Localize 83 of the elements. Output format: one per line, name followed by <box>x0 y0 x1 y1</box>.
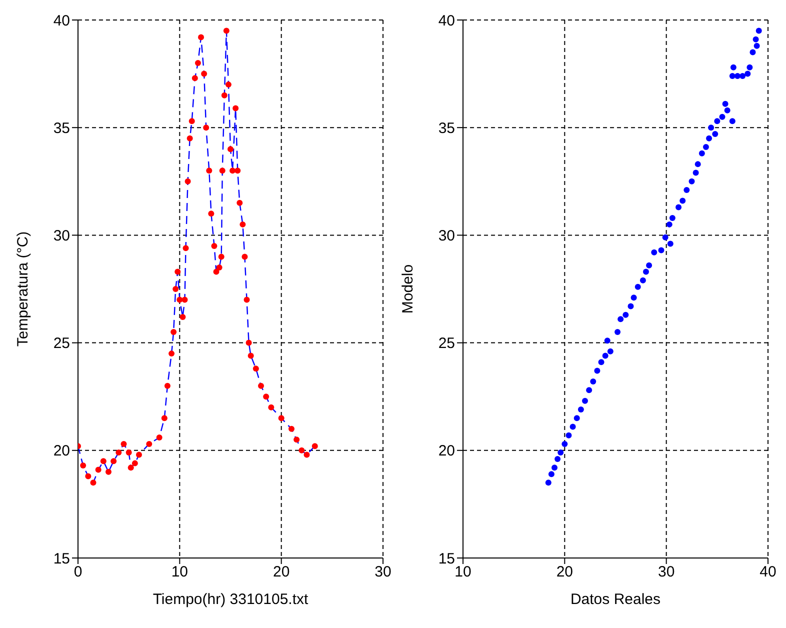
point <box>706 135 712 142</box>
point <box>722 100 728 107</box>
point <box>548 471 554 478</box>
point <box>658 247 664 254</box>
point <box>586 387 592 394</box>
y-tick-label: 35 <box>438 120 455 137</box>
y-tick-label: 20 <box>53 442 70 460</box>
point <box>756 28 762 34</box>
point <box>698 150 705 156</box>
x-tick-label: 10 <box>454 564 472 581</box>
y-tick-label: 15 <box>438 550 455 568</box>
x-tick-label: 20 <box>556 564 574 581</box>
point <box>724 107 730 114</box>
point <box>680 198 686 204</box>
point <box>554 456 561 462</box>
point <box>634 284 641 290</box>
point <box>590 378 596 385</box>
point <box>714 118 720 124</box>
x-axis-title: Datos Reales <box>570 591 661 608</box>
point <box>598 359 604 366</box>
point <box>666 221 672 228</box>
point <box>607 348 614 354</box>
point <box>574 415 580 422</box>
y-tick-label: 30 <box>438 228 455 245</box>
point <box>734 72 740 79</box>
point <box>558 450 564 456</box>
point <box>712 131 718 138</box>
point <box>622 312 629 318</box>
point <box>740 72 746 79</box>
point <box>582 398 588 404</box>
point <box>552 464 558 471</box>
y-tick-label: 35 <box>53 120 70 137</box>
y-tick-label: 40 <box>53 12 70 30</box>
point <box>604 338 610 344</box>
y-tick-label: 25 <box>438 335 455 352</box>
point <box>729 72 736 79</box>
point <box>545 480 552 486</box>
point <box>618 316 624 322</box>
x-tick-label: 10 <box>171 564 188 581</box>
point <box>730 64 736 70</box>
x-tick-label: 30 <box>374 564 392 581</box>
point <box>744 70 751 77</box>
point <box>570 424 576 430</box>
y-axis-title: Temperatura (°C) <box>14 231 32 347</box>
point <box>594 368 600 374</box>
point <box>662 234 668 240</box>
point <box>562 440 568 447</box>
point <box>667 240 674 247</box>
point <box>708 124 714 131</box>
x-tick-label: 0 <box>74 564 82 581</box>
point <box>646 262 652 268</box>
point <box>651 249 658 256</box>
point <box>614 329 621 336</box>
point <box>676 204 682 210</box>
point <box>692 170 699 176</box>
y-tick-label: 15 <box>53 550 70 568</box>
y-axis-title: Modelo <box>399 264 416 314</box>
point <box>719 114 726 120</box>
y-tick-label: 40 <box>438 12 455 30</box>
y-tick-label: 25 <box>53 335 70 352</box>
point <box>702 144 709 150</box>
point <box>669 214 676 221</box>
x-tick-label: 20 <box>272 564 290 581</box>
point <box>602 352 608 359</box>
point <box>746 64 753 70</box>
point <box>566 432 572 438</box>
x-tick-label: 30 <box>658 564 675 581</box>
point <box>694 161 701 168</box>
point <box>684 187 690 194</box>
y-tick-label: 30 <box>53 228 70 245</box>
point <box>752 36 759 42</box>
point <box>640 277 646 284</box>
point <box>688 178 695 184</box>
point <box>754 42 760 49</box>
x-tick-label: 40 <box>760 564 776 581</box>
y-tick-label: 20 <box>438 442 455 460</box>
point <box>729 118 736 124</box>
point <box>630 294 637 301</box>
x-axis-title: Tiempo(hr) 3310105.txt <box>152 591 310 608</box>
point <box>578 406 584 413</box>
point <box>643 268 649 275</box>
point <box>628 303 634 310</box>
point <box>750 49 756 56</box>
